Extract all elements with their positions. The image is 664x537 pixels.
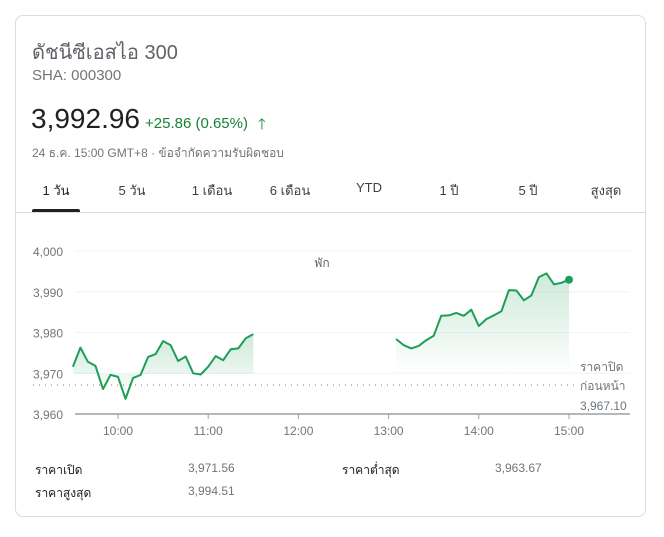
stat-low-value: 3,963.67 <box>495 461 542 475</box>
x-tick-label: 12:00 <box>283 424 313 438</box>
ticker-symbol: SHA: 000300 <box>32 67 122 84</box>
y-tick-label: 3,990 <box>33 286 63 300</box>
stat-high-label: ราคาสูงสุด <box>35 486 92 500</box>
stat-open-value: 3,971.56 <box>188 461 235 475</box>
timestamp-disclaimer[interactable]: 24 ธ.ค. 15:00 GMT+8 · ข้อจำกัดความรับผิด… <box>32 146 284 160</box>
x-tick-label: 10:00 <box>103 424 133 438</box>
y-tick-label: 3,980 <box>33 327 63 341</box>
stock-card <box>15 15 646 517</box>
previous-close-label-2: ก่อนหน้า <box>580 379 626 393</box>
arrow-up-icon: 🡑 <box>258 116 266 133</box>
x-tick-label: 11:00 <box>194 424 223 438</box>
tab-ytd[interactable]: YTD <box>356 180 382 195</box>
active-tab-indicator <box>32 209 80 212</box>
index-title: ดัชนีซีเอสไอ 300 <box>32 42 178 64</box>
price-line <box>395 272 570 350</box>
tab-1-year[interactable]: 1 ปี <box>439 183 459 198</box>
y-tick-label: 3,960 <box>33 408 63 422</box>
price-line <box>71 333 254 400</box>
tab-5-years[interactable]: 5 ปี <box>518 183 538 198</box>
tab-1-month[interactable]: 1 เดือน <box>191 183 233 198</box>
y-tick-label: 3,970 <box>33 367 63 381</box>
price-change: +25.86 (0.65%) <box>145 115 248 132</box>
previous-close-label-1: ราคาปิด <box>580 360 623 374</box>
tab-6-months[interactable]: 6 เดือน <box>269 183 311 198</box>
current-price: 3,992.96 <box>31 103 140 134</box>
price-area <box>72 334 254 399</box>
tab-1-day[interactable]: 1 วัน <box>42 183 70 198</box>
tab-max[interactable]: สูงสุด <box>590 183 622 198</box>
lunch-break-label: พัก <box>314 256 329 270</box>
divider <box>16 212 646 213</box>
stat-high-value: 3,994.51 <box>188 484 235 498</box>
x-tick-label: 15:00 <box>554 424 584 438</box>
stat-open-label: ราคาเปิด <box>35 463 83 477</box>
stat-low-label: ราคาต่ำสุด <box>342 463 400 477</box>
x-tick-label: 13:00 <box>374 424 404 438</box>
y-tick-label: 4,000 <box>33 245 63 259</box>
x-tick-label: 14:00 <box>464 424 494 438</box>
previous-close-value: 3,967.10 <box>580 399 627 413</box>
tab-5-days[interactable]: 5 วัน <box>118 183 146 198</box>
last-price-dot <box>565 275 573 284</box>
